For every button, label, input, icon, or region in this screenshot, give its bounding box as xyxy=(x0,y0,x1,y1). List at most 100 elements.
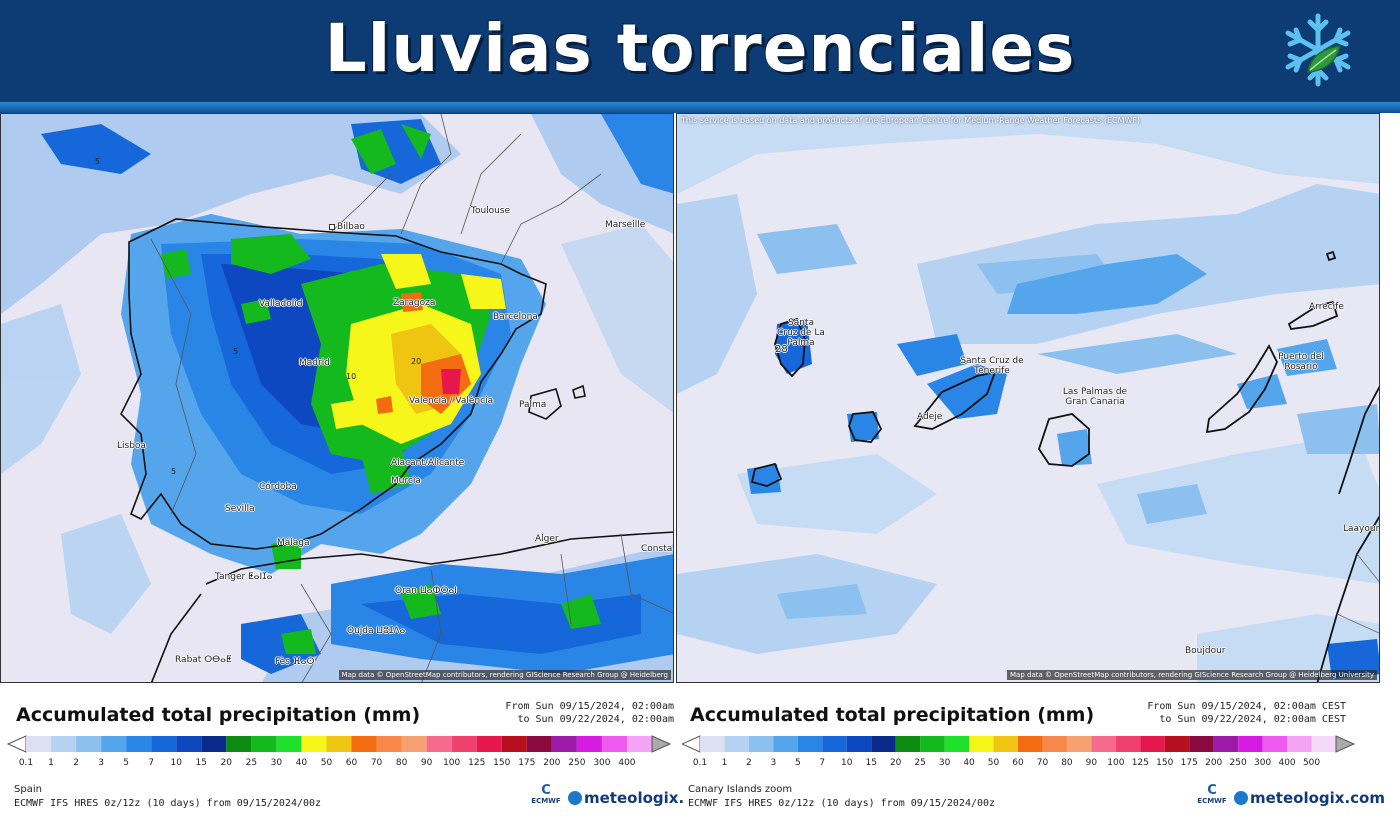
city-label: Madrid xyxy=(299,358,330,368)
ramp-cell xyxy=(994,736,1018,752)
ramp-cell xyxy=(326,736,351,752)
city-label: Alger xyxy=(535,534,559,544)
ramp-tick-label: 60 xyxy=(346,758,357,768)
ramp-cell xyxy=(1140,736,1164,752)
ramp-cell xyxy=(226,736,251,752)
ramp-tick-label: 70 xyxy=(1037,758,1048,768)
city-label: Málaga xyxy=(277,538,310,548)
city-label: Consta xyxy=(641,544,672,554)
spain-precipitation-map[interactable]: 5 5 10 20 40 5 Bilbao Toulouse Marseille… xyxy=(0,113,674,683)
city-label: Alacant/Alicante xyxy=(391,458,464,468)
ramp-tick-label: 400 xyxy=(618,758,635,768)
map-attribution[interactable]: Map data © OpenStreetMap contributors, r… xyxy=(339,670,671,680)
ramp-cell xyxy=(251,736,276,752)
value-label: 28 xyxy=(775,345,788,355)
ramp-tick-label: 150 xyxy=(1156,758,1173,768)
city-label: Puerto del Rosario xyxy=(1271,352,1331,372)
ramp-tick-label: 30 xyxy=(939,758,950,768)
ramp-tick-label: 20 xyxy=(221,758,232,768)
ecmwf-logo: C ECMWF xyxy=(528,784,564,805)
ramp-tick-label: 100 xyxy=(1107,758,1124,768)
ramp-tick-label: 80 xyxy=(396,758,407,768)
ecmwf-logo: C ECMWF xyxy=(1194,784,1230,805)
ramp-tick-label: 0.1 xyxy=(19,758,33,768)
city-label: Las Palmas de Gran Canaria xyxy=(1059,387,1131,407)
ramp-tick-label: 125 xyxy=(468,758,485,768)
ramp-tick-label: 70 xyxy=(371,758,382,768)
ramp-cell xyxy=(452,736,477,752)
city-label: Bilbao xyxy=(329,222,365,232)
city-label: Sevilla xyxy=(225,504,255,514)
ramp-tick-label: 15 xyxy=(196,758,207,768)
service-note: This service is based on data and produc… xyxy=(681,116,1140,125)
city-label: Boujdour xyxy=(1185,646,1226,656)
ramp-tick-label: 90 xyxy=(1086,758,1097,768)
ramp-cell xyxy=(51,736,76,752)
city-label: Valencia / València xyxy=(409,396,493,406)
ramp-tick-label: 500 xyxy=(1303,758,1320,768)
color-ramp xyxy=(682,734,1358,754)
city-label: Murcia xyxy=(391,476,421,486)
ramp-cell xyxy=(402,736,427,752)
ramp-cell xyxy=(969,736,993,752)
city-label: Laayoune xyxy=(1343,524,1380,534)
contour-label: 5 xyxy=(233,347,238,356)
ramp-tick-label: 1 xyxy=(722,758,728,768)
ramp-tick-label: 50 xyxy=(321,758,332,768)
ramp-cell xyxy=(627,736,652,752)
ramp-tick-label: 80 xyxy=(1061,758,1072,768)
ramp-cell xyxy=(176,736,201,752)
canary-precipitation-map[interactable]: This service is based on data and produc… xyxy=(676,113,1380,683)
ramp-arrow-right xyxy=(652,736,670,752)
city-label: Arrecife xyxy=(1309,302,1344,312)
page-title: Lluvias torrenciales xyxy=(0,10,1400,87)
ramp-cell xyxy=(602,736,627,752)
ramp-cell xyxy=(1312,736,1336,752)
ramp-tick-label: 175 xyxy=(518,758,535,768)
date-to: to Sun 09/22/2024, 02:00am xyxy=(505,713,674,726)
ramp-tick-label: 90 xyxy=(421,758,432,768)
region-name: Spain xyxy=(14,784,42,795)
city-label: Adeje xyxy=(917,412,942,422)
legend-title: Accumulated total precipitation (mm) xyxy=(16,704,420,726)
header-stripe xyxy=(0,102,1400,113)
meteologix-logo[interactable]: meteologix.com xyxy=(1234,789,1385,807)
city-label: Santa Cruz de Tenerife xyxy=(957,356,1027,376)
ramp-tick-label: 10 xyxy=(171,758,182,768)
ramp-cell xyxy=(1287,736,1311,752)
ramp-tick-label: 3 xyxy=(98,758,104,768)
ramp-cell xyxy=(822,736,846,752)
ramp-cell xyxy=(1214,736,1238,752)
ramp-cell xyxy=(126,736,151,752)
ramp-cell xyxy=(1238,736,1262,752)
ramp-tick-label: 300 xyxy=(593,758,610,768)
date-range: From Sun 09/15/2024, 02:00am to Sun 09/2… xyxy=(505,700,674,726)
ramp-cell xyxy=(773,736,797,752)
ramp-tick-label: 40 xyxy=(963,758,974,768)
ramp-tick-label: 7 xyxy=(148,758,154,768)
header-bar: Lluvias torrenciales xyxy=(0,0,1400,102)
city-label: Zaragoza xyxy=(393,298,435,308)
ramp-tick-label: 0.1 xyxy=(693,758,707,768)
meteologix-logo[interactable]: meteologix. xyxy=(568,789,684,807)
ramp-cell xyxy=(477,736,502,752)
spain-map-canvas: 5 5 10 20 40 5 xyxy=(1,114,674,683)
ramp-cell xyxy=(76,736,101,752)
date-from: From Sun 09/15/2024, 02:00am CEST xyxy=(1147,700,1346,713)
map-attribution[interactable]: Map data © OpenStreetMap contributors, r… xyxy=(1007,670,1377,680)
ramp-tick-label: 250 xyxy=(1230,758,1247,768)
city-label: Barcelona xyxy=(493,312,538,322)
ramp-tick-label: 400 xyxy=(1278,758,1295,768)
ramp-cell xyxy=(577,736,602,752)
ramp-cell xyxy=(749,736,773,752)
ramp-tick-label: 175 xyxy=(1181,758,1198,768)
globe-icon xyxy=(1234,791,1248,805)
ramp-tick-label: 60 xyxy=(1012,758,1023,768)
legend-left: Accumulated total precipitation (mm) Fro… xyxy=(0,692,676,817)
ramp-cell xyxy=(201,736,226,752)
ramp-cell xyxy=(1091,736,1115,752)
ramp-ticks: 0.1 1 2 3 5 7 10 15 20 25 30 40 50 60 70 80 90 100 125 150 1… xyxy=(0,758,676,770)
ramp-cell xyxy=(276,736,301,752)
ramp-tick-label: 50 xyxy=(988,758,999,768)
ramp-tick-label: 20 xyxy=(890,758,901,768)
